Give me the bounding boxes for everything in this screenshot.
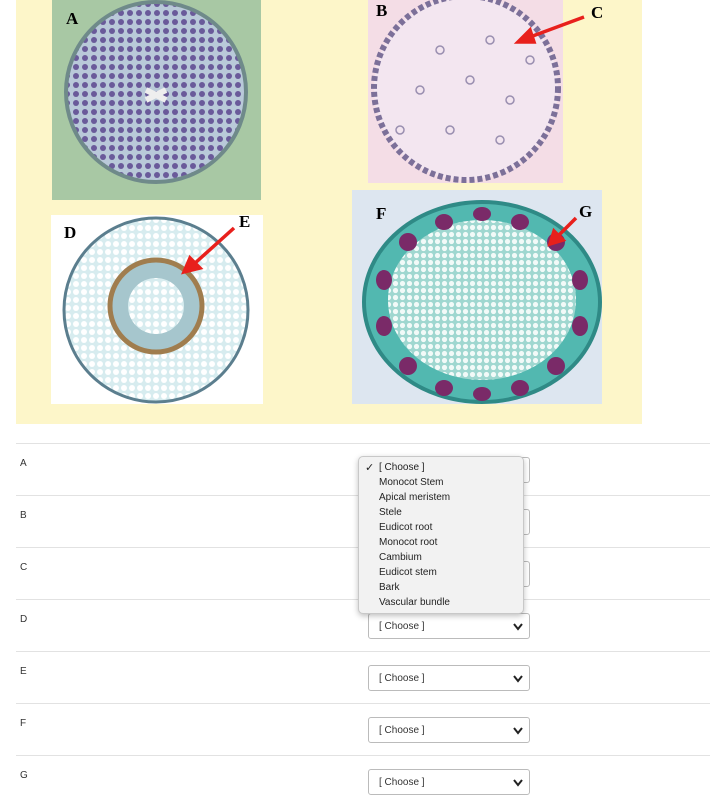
dropdown-menu: ✓ [ Choose ] Monocot Stem Apical meristem St… bbox=[358, 456, 524, 614]
row-label: F bbox=[20, 718, 27, 729]
image-label: A bbox=[66, 9, 79, 28]
row-label: A bbox=[20, 458, 27, 469]
row-label: E bbox=[20, 666, 27, 677]
image-label: E bbox=[239, 212, 250, 231]
menu-option[interactable]: [ Choose ] bbox=[379, 462, 425, 473]
chevron bbox=[513, 623, 523, 631]
question-row: F [ Choose ] bbox=[16, 703, 710, 756]
menu-option[interactable]: Vascular bundle bbox=[379, 597, 450, 608]
menu-option[interactable]: Eudicot stem bbox=[379, 567, 437, 578]
menu-option[interactable]: Stele bbox=[379, 507, 402, 518]
row-label: C bbox=[20, 562, 28, 573]
question-row: E [ Choose ] bbox=[16, 651, 710, 704]
select-box[interactable]: [ Choose ] bbox=[368, 665, 530, 691]
cross-section bbox=[371, 0, 561, 183]
image-label: G bbox=[579, 202, 592, 221]
select-value: [ Choose ] bbox=[379, 621, 425, 632]
chevron bbox=[513, 675, 523, 683]
image-label: C bbox=[591, 3, 603, 22]
arrows bbox=[181, 15, 585, 275]
select-box[interactable]: [ Choose ] bbox=[368, 717, 530, 743]
menu-option[interactable]: Cambium bbox=[379, 552, 422, 563]
row-label: B bbox=[20, 510, 27, 521]
select-value: [ Choose ] bbox=[379, 673, 425, 684]
image-label: F bbox=[376, 204, 386, 223]
vascular-cylinder bbox=[128, 278, 184, 334]
menu-option[interactable]: Bark bbox=[379, 582, 400, 593]
menu-option[interactable]: Monocot Stem bbox=[379, 477, 444, 488]
vascular-bundles bbox=[395, 35, 535, 145]
row-label: G bbox=[20, 770, 28, 781]
menu-option[interactable]: Monocot root bbox=[379, 537, 438, 548]
chevron bbox=[513, 727, 523, 735]
row-label: D bbox=[20, 614, 28, 625]
image-label: D bbox=[64, 223, 76, 242]
select-box[interactable]: [ Choose ] bbox=[368, 769, 530, 795]
menu-option[interactable]: Eudicot root bbox=[379, 522, 433, 533]
chevron bbox=[513, 779, 523, 787]
figure: A B C D E F G bbox=[16, 0, 642, 424]
image-label: B bbox=[376, 1, 387, 20]
check-icon: ✓ bbox=[365, 462, 375, 474]
select-value: [ Choose ] bbox=[379, 777, 425, 788]
pith bbox=[388, 220, 576, 380]
question-row: G [ Choose ] bbox=[16, 755, 710, 808]
select-box[interactable]: [ Choose ] bbox=[368, 613, 530, 639]
select-value: [ Choose ] bbox=[379, 725, 425, 736]
menu-option[interactable]: Apical meristem bbox=[379, 492, 451, 503]
center-xylem bbox=[144, 87, 168, 103]
